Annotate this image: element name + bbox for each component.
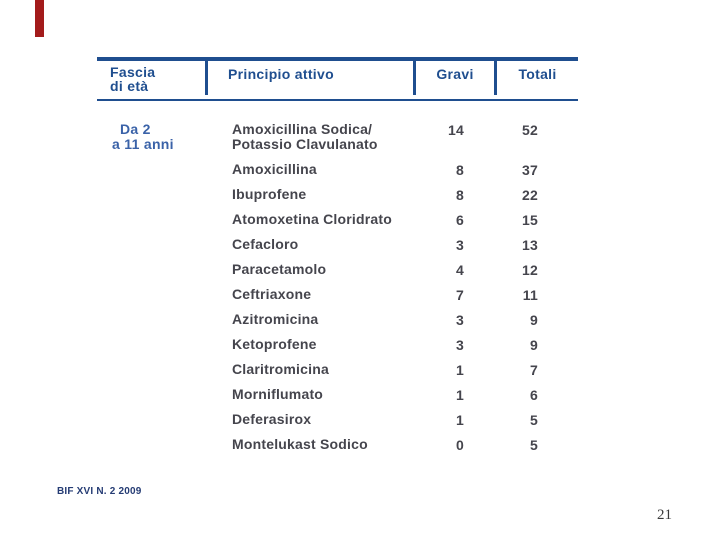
cell-gravi: 1	[456, 412, 464, 428]
column-header-gravi: Gravi	[436, 66, 474, 82]
drug-name: Ceftriaxone	[232, 286, 312, 302]
citation: BIF XVI N. 2 2009	[57, 486, 142, 497]
table-row: Azitromicina 3 9	[97, 312, 578, 337]
cell-totali: 6	[530, 387, 538, 403]
table-row: Deferasirox 1 5	[97, 412, 578, 437]
table-header: Fascia di età Principio attivo Gravi Tot…	[97, 61, 578, 99]
drug-name: Deferasirox	[232, 411, 312, 427]
cell-gravi: 3	[456, 337, 464, 353]
table-row: Ceftriaxone 7 11	[97, 287, 578, 312]
cell-totali: 9	[530, 337, 538, 353]
column-header-principio-attivo: Principio attivo	[228, 66, 334, 82]
age-group-line1: Da 2	[120, 121, 151, 137]
drug-name: Claritromicina	[232, 361, 329, 377]
cell-principio-attivo: Cefacloro	[232, 237, 414, 262]
table-row: Ibuprofene 8 22	[97, 187, 578, 212]
age-group-line2: a 11 anni	[112, 136, 174, 152]
table-row: Atomoxetina Cloridrato 6 15	[97, 212, 578, 237]
drug-name: Paracetamolo	[232, 261, 327, 277]
cell-principio-attivo: Amoxicillina	[232, 162, 414, 187]
page-number: 21	[657, 507, 672, 523]
cell-principio-attivo: Montelukast Sodico	[232, 437, 414, 462]
drug-name: Ibuprofene	[232, 186, 307, 202]
drug-name-line2: Potassio Clavulanato	[232, 136, 378, 152]
drug-name: Cefacloro	[232, 236, 299, 252]
table-row: Morniflumato 1 6	[97, 387, 578, 412]
cell-totali: 9	[530, 312, 538, 328]
cell-principio-attivo: Amoxicillina Sodica/Potassio Clavulanato	[232, 122, 414, 162]
cell-totali: 15	[522, 212, 538, 228]
table-top-rule	[97, 57, 578, 61]
cell-principio-attivo: Azitromicina	[232, 312, 414, 337]
cell-gravi: 8	[456, 162, 464, 178]
column-header-fascia-di-eta: Fascia di età	[110, 65, 155, 93]
cell-gravi: 14	[448, 122, 464, 138]
header-divider	[494, 61, 497, 95]
header-divider	[205, 61, 208, 95]
cell-totali: 37	[522, 162, 538, 178]
cell-principio-attivo: Ketoprofene	[232, 337, 414, 362]
cell-gravi: 7	[456, 287, 464, 303]
header-fascia-line2: di età	[110, 78, 149, 94]
cell-totali: 7	[530, 362, 538, 378]
cell-gravi: 1	[456, 362, 464, 378]
cell-gravi: 3	[456, 237, 464, 253]
drug-name: Atomoxetina Cloridrato	[232, 211, 392, 227]
cell-totali: 12	[522, 262, 538, 278]
cell-principio-attivo: Ceftriaxone	[232, 287, 414, 312]
header-divider	[413, 61, 416, 95]
table-header-rule	[97, 99, 578, 101]
age-group-label: Da 2 a 11 anni	[112, 122, 174, 152]
cell-totali: 22	[522, 187, 538, 203]
cell-gravi: 4	[456, 262, 464, 278]
cell-totali: 52	[522, 122, 538, 138]
drug-name: Montelukast Sodico	[232, 436, 368, 452]
cell-principio-attivo: Deferasirox	[232, 412, 414, 437]
cell-gravi: 1	[456, 387, 464, 403]
cell-totali: 13	[522, 237, 538, 253]
cell-gravi: 8	[456, 187, 464, 203]
table-row: Amoxicillina 8 37	[97, 162, 578, 187]
accent-bar	[35, 0, 44, 37]
header-fascia-line1: Fascia	[110, 64, 156, 80]
cell-gravi: 3	[456, 312, 464, 328]
cell-principio-attivo: Ibuprofene	[232, 187, 414, 212]
cell-principio-attivo: Morniflumato	[232, 387, 414, 412]
adverse-reactions-table: Fascia di età Principio attivo Gravi Tot…	[97, 57, 578, 462]
cell-principio-attivo: Claritromicina	[232, 362, 414, 387]
cell-principio-attivo: Atomoxetina Cloridrato	[232, 212, 414, 237]
column-header-totali: Totali	[518, 66, 557, 82]
table-body-rows: Da 2 a 11 anni Amoxicillina Sodica/Potas…	[97, 101, 578, 462]
cell-totali: 11	[522, 287, 538, 303]
table-row: Montelukast Sodico 0 5	[97, 437, 578, 462]
drug-name: Amoxicillina	[232, 161, 317, 177]
cell-totali: 5	[530, 412, 538, 428]
drug-name: Amoxicillina Sodica/	[232, 121, 373, 137]
cell-totali: 5	[530, 437, 538, 453]
cell-principio-attivo: Paracetamolo	[232, 262, 414, 287]
table-row: Claritromicina 1 7	[97, 362, 578, 387]
table-row: Amoxicillina Sodica/Potassio Clavulanato…	[97, 122, 578, 162]
table-row: Paracetamolo 4 12	[97, 262, 578, 287]
cell-gravi: 0	[456, 437, 464, 453]
drug-name: Ketoprofene	[232, 336, 317, 352]
cell-gravi: 6	[456, 212, 464, 228]
table-row: Ketoprofene 3 9	[97, 337, 578, 362]
table-row: Cefacloro 3 13	[97, 237, 578, 262]
drug-name: Azitromicina	[232, 311, 319, 327]
drug-name: Morniflumato	[232, 386, 324, 402]
